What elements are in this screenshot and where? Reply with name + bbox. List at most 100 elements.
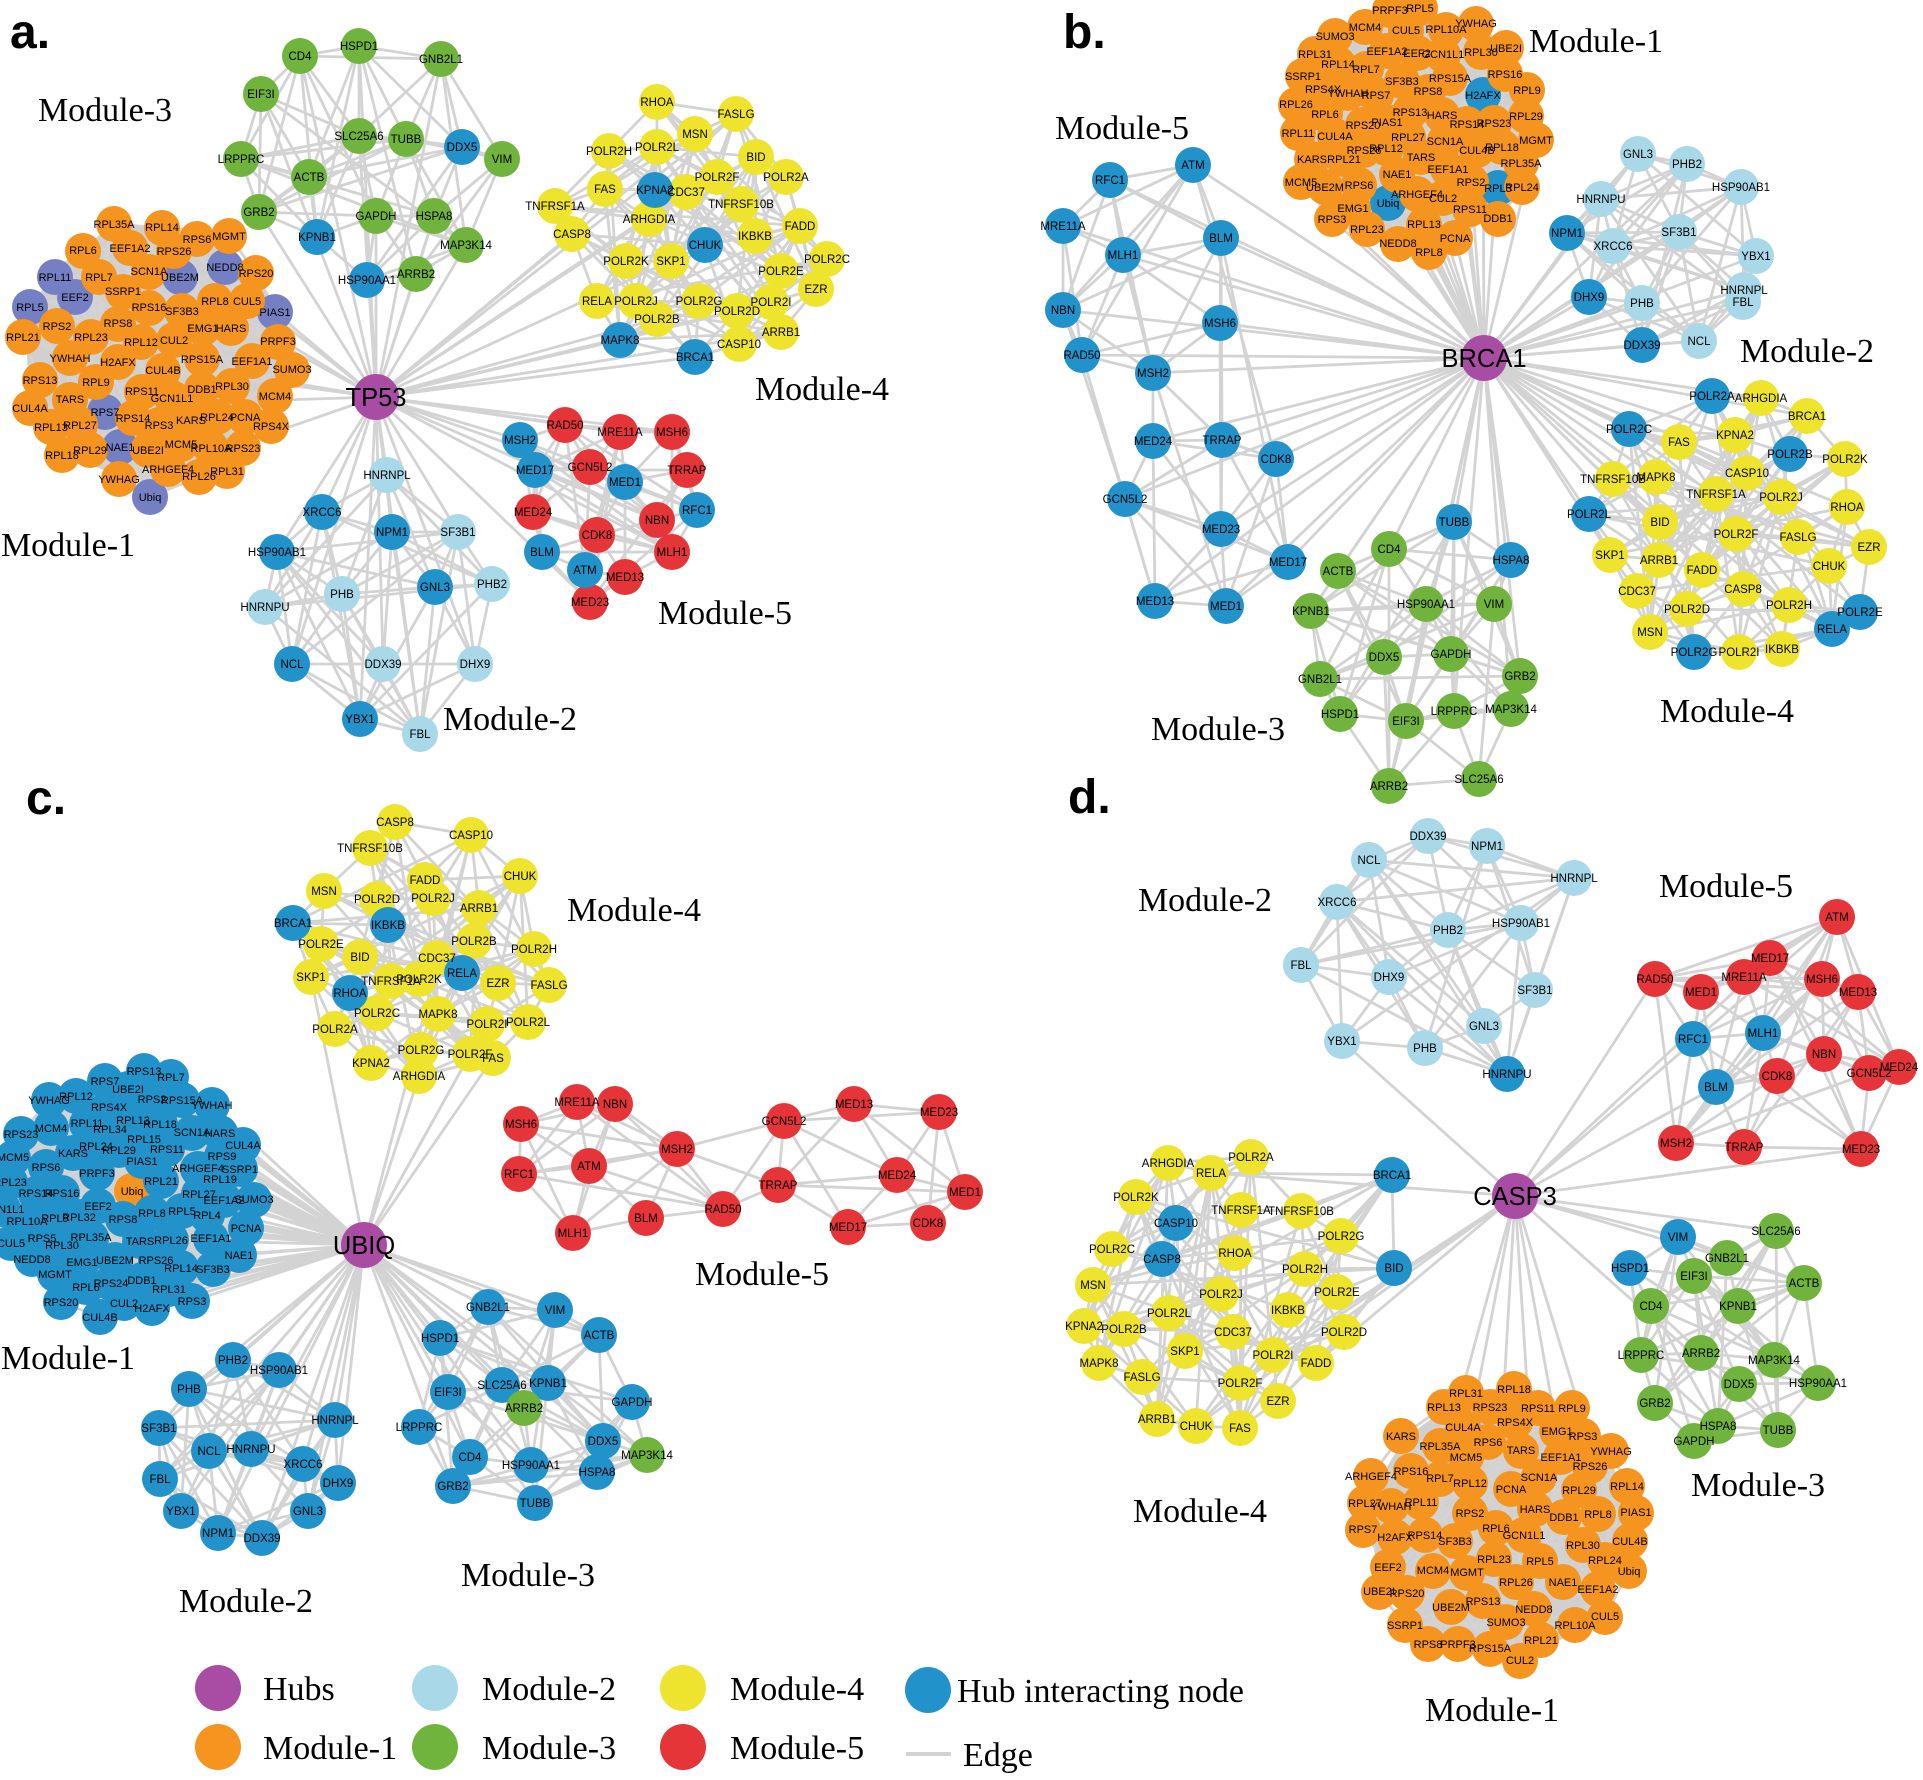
- svg-text:GAPDH: GAPDH: [612, 1397, 653, 1409]
- svg-text:RPS8: RPS8: [104, 318, 133, 330]
- svg-text:VIM: VIM: [492, 154, 512, 166]
- svg-text:RELA: RELA: [447, 968, 477, 980]
- svg-text:ARHGEF4: ARHGEF4: [142, 464, 194, 476]
- svg-text:RPL21: RPL21: [1524, 1635, 1558, 1647]
- svg-text:POLR2G: POLR2G: [398, 1045, 445, 1057]
- svg-text:RPL10A: RPL10A: [1555, 1620, 1597, 1632]
- svg-text:VIM: VIM: [545, 1305, 565, 1317]
- svg-text:TNFRSF1A: TNFRSF1A: [1211, 1205, 1271, 1217]
- svg-text:SF3B1: SF3B1: [141, 1423, 176, 1435]
- svg-text:TUBB: TUBB: [520, 1498, 551, 1510]
- svg-text:NCL: NCL: [1357, 855, 1381, 867]
- svg-text:Module-4: Module-4: [755, 371, 889, 408]
- svg-text:HSPA8: HSPA8: [416, 211, 453, 223]
- svg-text:HARS: HARS: [1427, 110, 1458, 122]
- svg-text:TNFRSF1A: TNFRSF1A: [525, 201, 585, 213]
- svg-text:CDK8: CDK8: [913, 1218, 944, 1230]
- svg-text:EEF1A2: EEF1A2: [204, 1195, 245, 1207]
- svg-text:RPS11: RPS11: [1521, 1403, 1555, 1415]
- svg-text:MED17: MED17: [1269, 557, 1307, 569]
- svg-text:FADD: FADD: [785, 221, 816, 233]
- svg-text:EEF1A2: EEF1A2: [1578, 1584, 1619, 1596]
- svg-text:NPM1: NPM1: [202, 1528, 234, 1540]
- svg-text:RPS3: RPS3: [1318, 214, 1347, 226]
- svg-text:EEF1A1: EEF1A1: [191, 1233, 232, 1245]
- svg-text:YBX1: YBX1: [1741, 251, 1770, 263]
- svg-text:POLR2D: POLR2D: [354, 894, 400, 906]
- svg-text:ARRB1: ARRB1: [762, 327, 800, 339]
- svg-text:Hub interacting node: Hub interacting node: [957, 1673, 1244, 1710]
- svg-text:PCNA: PCNA: [230, 412, 261, 424]
- svg-text:MED17: MED17: [1751, 953, 1789, 965]
- svg-text:HSP90AA1: HSP90AA1: [338, 275, 396, 287]
- svg-text:HARS: HARS: [1520, 1504, 1551, 1516]
- svg-text:TP53: TP53: [346, 384, 407, 412]
- svg-text:MED23: MED23: [1842, 1144, 1880, 1156]
- svg-text:TRRAP: TRRAP: [1725, 1142, 1764, 1154]
- svg-text:POLR2J: POLR2J: [1199, 1289, 1242, 1301]
- svg-text:RPL10A: RPL10A: [191, 443, 233, 455]
- svg-text:POLR2I: POLR2I: [467, 1019, 508, 1031]
- svg-text:ATM: ATM: [577, 1161, 600, 1173]
- svg-text:IKBKB: IKBKB: [1765, 644, 1799, 656]
- svg-text:HARS: HARS: [205, 1128, 236, 1140]
- svg-text:MSN: MSN: [311, 886, 337, 898]
- svg-text:RPS9: RPS9: [208, 1151, 237, 1163]
- svg-text:RPS4X: RPS4X: [91, 1102, 128, 1114]
- svg-text:GCN1L1: GCN1L1: [0, 1204, 24, 1216]
- svg-text:CASP3: CASP3: [1473, 1183, 1557, 1211]
- svg-text:RPL7: RPL7: [1352, 64, 1380, 76]
- svg-text:BRCA1: BRCA1: [676, 352, 714, 364]
- svg-text:POLR2A: POLR2A: [1689, 391, 1735, 403]
- svg-text:DDX5: DDX5: [1369, 652, 1400, 664]
- svg-text:EEF1A2: EEF1A2: [1367, 46, 1408, 58]
- svg-text:ATM: ATM: [1825, 912, 1848, 924]
- svg-text:EIF3I: EIF3I: [1392, 716, 1419, 728]
- svg-text:EIF3I: EIF3I: [1680, 1271, 1707, 1283]
- svg-text:ARHGDIA: ARHGDIA: [393, 1071, 446, 1083]
- svg-text:PHB2: PHB2: [218, 1355, 248, 1367]
- svg-text:H2AFX: H2AFX: [100, 357, 136, 369]
- svg-text:NCL: NCL: [1687, 336, 1711, 348]
- svg-text:ARRB1: ARRB1: [1640, 555, 1678, 567]
- svg-text:CHUK: CHUK: [504, 871, 537, 883]
- svg-text:NEDD8: NEDD8: [1379, 238, 1416, 250]
- svg-text:MCM5: MCM5: [165, 439, 197, 451]
- svg-text:PRPF3: PRPF3: [1440, 1639, 1475, 1651]
- svg-text:RPL21: RPL21: [1327, 154, 1361, 166]
- svg-text:RPL30: RPL30: [1464, 47, 1498, 59]
- svg-text:RPS23: RPS23: [226, 443, 261, 455]
- svg-text:BID: BID: [1384, 1263, 1403, 1275]
- svg-text:RPS7: RPS7: [1362, 90, 1391, 102]
- svg-text:RPL5: RPL5: [168, 1206, 196, 1218]
- svg-text:LRPPRC: LRPPRC: [218, 154, 265, 166]
- svg-text:POLR2B: POLR2B: [634, 314, 680, 326]
- svg-text:CDC37: CDC37: [418, 953, 456, 965]
- svg-text:RPL11: RPL11: [1405, 1497, 1438, 1509]
- svg-text:POLR2C: POLR2C: [1606, 424, 1652, 436]
- svg-text:RPL30: RPL30: [1566, 1540, 1600, 1552]
- svg-text:ARHGDIA: ARHGDIA: [1735, 393, 1788, 405]
- svg-text:CUL4A: CUL4A: [1445, 1422, 1481, 1434]
- svg-text:RPS23: RPS23: [1477, 118, 1512, 130]
- svg-text:GNB2L1: GNB2L1: [466, 1302, 510, 1314]
- svg-text:DDB1: DDB1: [187, 384, 216, 396]
- svg-text:DDX39: DDX39: [243, 1533, 280, 1545]
- svg-text:RPL5: RPL5: [1526, 1556, 1554, 1568]
- svg-text:HSPD1: HSPD1: [1611, 1263, 1649, 1275]
- svg-text:RPL13: RPL13: [1427, 1402, 1461, 1414]
- svg-text:RPL9: RPL9: [1558, 1403, 1586, 1415]
- svg-text:BID: BID: [350, 952, 369, 964]
- svg-text:RPL13: RPL13: [116, 1115, 150, 1127]
- svg-text:TNFRSF10B: TNFRSF10B: [1268, 1206, 1334, 1218]
- svg-text:CHUK: CHUK: [689, 240, 722, 252]
- svg-text:YWHAH: YWHAH: [50, 353, 91, 365]
- svg-text:ARHGEF4: ARHGEF4: [1391, 189, 1443, 201]
- svg-text:Module-2: Module-2: [482, 1671, 616, 1708]
- svg-text:KPNB1: KPNB1: [1719, 1301, 1757, 1313]
- svg-text:TUBB: TUBB: [1763, 1425, 1794, 1437]
- svg-text:HNRNPU: HNRNPU: [240, 602, 289, 614]
- svg-text:RPL9: RPL9: [82, 377, 110, 389]
- svg-text:RPS2: RPS2: [138, 1094, 167, 1106]
- svg-text:RPS8: RPS8: [1414, 86, 1443, 98]
